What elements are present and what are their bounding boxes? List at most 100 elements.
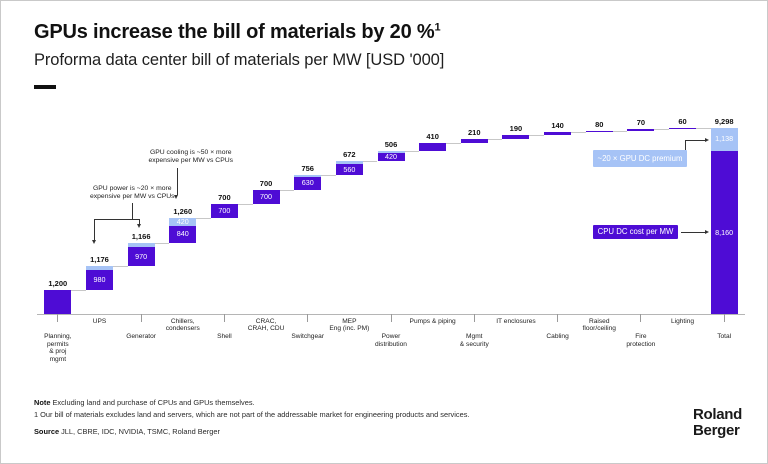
axis-label-lower: Power distribution xyxy=(375,333,407,348)
bar-total-label: 210 xyxy=(468,127,481,137)
callout-elbow-horizontal xyxy=(685,140,705,141)
bar-segment-cpu-cost xyxy=(377,153,405,162)
annotation-drop-left xyxy=(94,219,96,240)
bar-segment-cpu-cost xyxy=(627,129,655,131)
bar-segment-cpu-cost xyxy=(544,132,572,136)
bar-segment-cpu-cost xyxy=(585,130,613,133)
axis-label-upper: Raised floor/ceiling xyxy=(582,317,616,333)
bar-total-label: 70 xyxy=(636,118,646,128)
annotation-stem xyxy=(132,203,134,219)
footnote-line: 1 Our bill of materials excludes land an… xyxy=(34,410,470,419)
bar-total-label: 1,260 xyxy=(173,206,193,216)
page-title-text: GPUs increase the bill of materials by 2… xyxy=(34,21,435,43)
page-title: GPUs increase the bill of materials by 2… xyxy=(34,21,441,44)
axis-tick xyxy=(390,314,392,322)
bar-total-label: 1,176 xyxy=(90,255,109,265)
bar-total-label: 140 xyxy=(551,121,564,131)
axis-tick xyxy=(307,314,309,322)
bar-segment-gpu-premium xyxy=(85,266,113,271)
page-title-footnote-marker: 1 xyxy=(434,21,441,34)
axis-label-lower: Planning, permits & proj mgmt xyxy=(44,333,72,363)
axis-label-lower: Switchgear xyxy=(291,333,325,340)
connector-line xyxy=(321,174,336,176)
bar-segment-cpu-cost xyxy=(460,138,488,144)
bar-total-label: 9,298 xyxy=(714,117,734,127)
arrow-down-icon xyxy=(136,224,141,228)
page-subtitle: Proforma data center bill of materials p… xyxy=(34,51,445,69)
legend-cpu-cost: CPU DC cost per MW xyxy=(593,225,678,239)
bar-segment-cpu-cost xyxy=(419,143,447,152)
bar-total-label: 80 xyxy=(595,119,604,129)
bar-cpu-value-label: 840 xyxy=(176,229,189,239)
callout-arrow-line xyxy=(681,232,705,233)
connector-line xyxy=(279,189,295,191)
bar-cpu-value-label: 700 xyxy=(218,205,231,215)
connector-line xyxy=(237,203,253,205)
axis-label-upper: CRAC, CRAH, CDU xyxy=(247,317,285,333)
bar-total-label: 506 xyxy=(384,140,398,150)
bar-segment-cpu-cost xyxy=(669,128,697,130)
legend-gpu-premium: ~20 × GPU DC premium xyxy=(593,150,687,167)
bar-cpu-value-label: 630 xyxy=(301,178,314,188)
note-text: Excluding land and purchase of CPUs and … xyxy=(50,398,255,407)
connector-line xyxy=(362,161,378,163)
kicker-dash xyxy=(34,85,56,89)
connector-line xyxy=(196,217,211,219)
bar-segment-cpu-cost xyxy=(335,163,363,175)
connector-line xyxy=(404,151,420,153)
bar-segment-gpu-premium xyxy=(127,243,155,248)
annotation-gpu-power: GPU power is ~20 × more expensive per MW… xyxy=(89,185,175,201)
connector-line xyxy=(612,130,628,132)
bar-total-label: 672 xyxy=(343,150,356,160)
bar-segment-gpu-premium xyxy=(335,161,363,164)
connector-line xyxy=(571,132,586,134)
bar-segment-cpu-cost xyxy=(169,226,197,244)
bar-gpu-value-label: 1,138 xyxy=(715,134,734,144)
axis-label-upper: Pumps & piping xyxy=(409,317,456,325)
bar-segment-cpu-cost xyxy=(502,135,530,139)
source-line: Source JLL, CBRE, IDC, NVIDIA, TSMC, Rol… xyxy=(34,427,469,436)
connector-line xyxy=(154,243,170,245)
axis-label-lower: Generator xyxy=(126,333,156,340)
bar-cpu-value-label: 420 xyxy=(385,153,397,161)
axis-tick xyxy=(723,314,725,322)
bar-segment-cpu-cost xyxy=(127,247,155,267)
arrow-right-icon xyxy=(704,229,709,234)
axis-label-upper: MEP Eng (inc. PM) xyxy=(329,317,370,333)
bar-segment-gpu-premium xyxy=(710,128,738,151)
annotation-bracket xyxy=(94,219,140,220)
annotation-gpu-cooling: GPU cooling is ~50 × more expensive per … xyxy=(148,149,234,165)
annotation-stem xyxy=(176,168,178,195)
bar-segment-cpu-cost xyxy=(252,189,280,204)
connector-line xyxy=(446,143,461,145)
axis-label-upper: IT enclosures xyxy=(496,317,536,325)
axis-tick xyxy=(473,314,475,322)
bar-total-label: 700 xyxy=(218,192,231,202)
axis-tick xyxy=(140,314,142,322)
bar-total-label: 60 xyxy=(678,117,687,127)
note-line: Note Excluding land and purchase of CPUs… xyxy=(34,398,469,407)
source-label: Source xyxy=(34,427,60,436)
bar-cpu-value-label: 560 xyxy=(343,164,356,174)
annotation-drop-right xyxy=(139,219,141,224)
axis-tick xyxy=(640,314,642,322)
axis-label-upper: Lighting xyxy=(670,317,695,325)
axis-label-lower: Cabling xyxy=(546,333,569,340)
bar-segment-gpu-premium xyxy=(294,174,322,178)
footer-notes: Note Excluding land and purchase of CPUs… xyxy=(34,398,469,439)
axis-label-upper: Chillers, condensers xyxy=(165,317,200,333)
bar-segment-cpu-cost xyxy=(210,203,238,218)
bar-cpu-value-label: 970 xyxy=(135,252,148,262)
axis-tick xyxy=(57,314,59,322)
bar-total-label: 700 xyxy=(259,178,273,188)
logo-line2: Berger xyxy=(693,422,740,439)
axis-label-lower: Fire protection xyxy=(626,333,656,348)
axis-tick xyxy=(557,314,559,322)
arrow-down-icon xyxy=(174,195,179,199)
logo-line1: Roland xyxy=(693,406,743,423)
bar-total-label: 410 xyxy=(426,132,439,142)
bar-cpu-value-label: 700 xyxy=(260,191,273,201)
axis-label-lower: Shell xyxy=(217,333,232,340)
